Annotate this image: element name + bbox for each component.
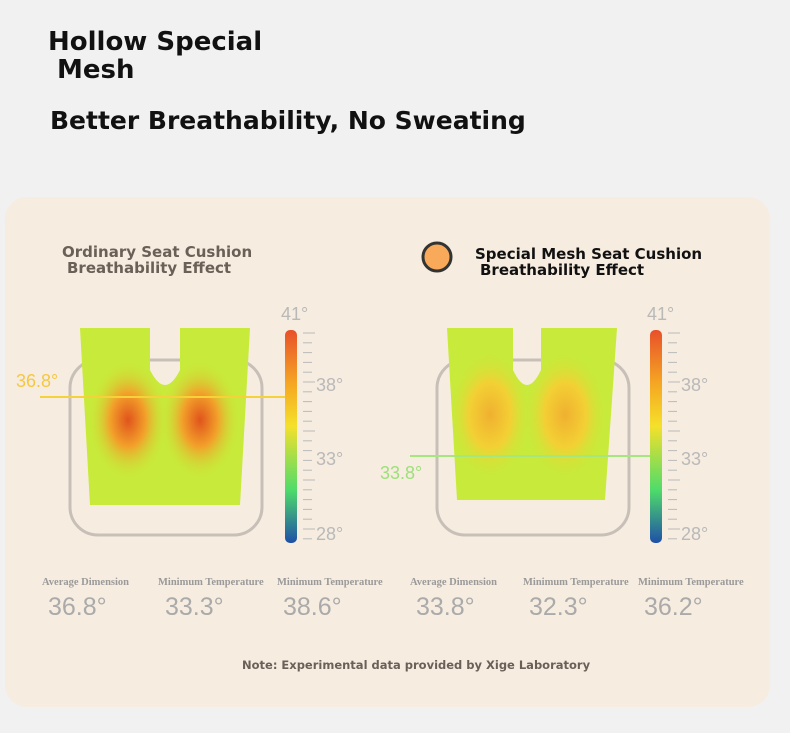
stat-label: Average Dimension [410, 577, 497, 588]
panel-title: Special Mesh Seat Cushion [475, 245, 702, 263]
marker-label: 36.8° [16, 371, 58, 391]
panel-title: Breathability Effect [480, 261, 644, 279]
scale-label: 28° [316, 524, 343, 544]
scale-label: 38° [681, 375, 708, 395]
scale-label: 28° [681, 524, 708, 544]
color-scale [285, 330, 297, 543]
title: Mesh [57, 55, 135, 85]
scale-label: 41° [647, 304, 674, 324]
seat-frame [435, 358, 631, 537]
icon [421, 241, 453, 273]
marker-label: 33.8° [380, 463, 422, 483]
stat-label: Average Dimension [42, 577, 129, 588]
note: Note: Experimental data provided by Xige… [242, 658, 591, 672]
title: Hollow Special [48, 27, 262, 57]
scale-label: 33° [316, 449, 343, 469]
scale-label: 41° [281, 304, 308, 324]
heatmap [80, 328, 250, 505]
scale-label: 38° [316, 375, 343, 395]
seat-frame [68, 358, 264, 537]
panel-card [5, 197, 770, 707]
stat-value: 32.3° [529, 593, 588, 621]
stat-label: Minimum Temperature [638, 577, 744, 588]
color-scale [650, 330, 662, 543]
scale-label: 33° [681, 449, 708, 469]
stat-value: 38.6° [283, 593, 342, 621]
panel-title: Ordinary Seat Cushion [62, 243, 252, 261]
panel-title: Breathability Effect [67, 259, 231, 277]
scale-ticks [668, 332, 680, 540]
stat-label: Minimum Temperature [523, 577, 629, 588]
stat-value: 33.8° [416, 593, 475, 621]
stat-value: 33.3° [165, 593, 224, 621]
stat-value: 36.2° [644, 593, 703, 621]
stat-label: Minimum Temperature [158, 577, 264, 588]
stat-value: 36.8° [48, 593, 107, 621]
subtitle: Better Breathability, No Sweating [50, 106, 526, 135]
stat-label: Minimum Temperature [277, 577, 383, 588]
scale-ticks [303, 332, 315, 540]
